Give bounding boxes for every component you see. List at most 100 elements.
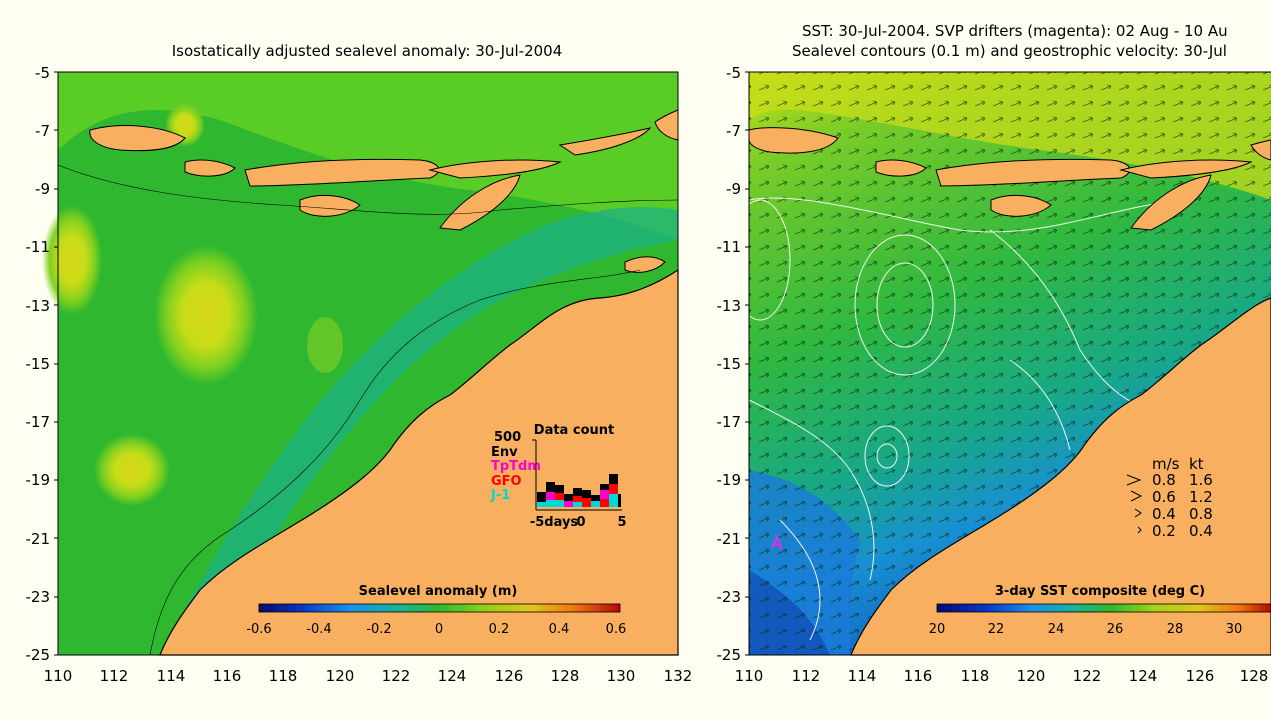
y-tick: -17 xyxy=(717,413,742,431)
x-tick: 124 xyxy=(438,667,467,685)
sla-colorbar-tick: -0.2 xyxy=(366,622,391,637)
right-title-line1: SST: 30-Jul-2004. SVP drifters (magenta)… xyxy=(802,22,1228,40)
y-tick: -5 xyxy=(35,64,50,82)
left-x-axis: 110 112 114 116 118 120 122 124 126 128 … xyxy=(44,667,693,685)
velocity-header-kt: kt xyxy=(1189,455,1204,473)
data-count-x-tick: 5 xyxy=(617,515,626,530)
x-tick: 130 xyxy=(607,667,636,685)
sst-colorbar: 3-day SST composite (deg C) 20 22 24 26 … xyxy=(929,584,1271,637)
left-y-tickmarks xyxy=(54,71,58,656)
left-australia xyxy=(159,268,679,656)
velocity-ms: 0.2 xyxy=(1152,522,1176,540)
x-tick: 114 xyxy=(848,667,877,685)
legend-tptdm: TpTdm xyxy=(491,459,541,474)
right-x-axis: 110 112 114 116 118 120 122 124 126 128 xyxy=(735,667,1269,685)
right-australia xyxy=(850,297,1271,656)
left-ocean-light-band xyxy=(58,72,678,240)
sst-colorbar-tick: 24 xyxy=(1048,622,1065,637)
y-tick: -23 xyxy=(717,588,742,606)
data-count-x-tick: 0 xyxy=(576,515,585,530)
data-count-title: Data count xyxy=(534,423,614,438)
left-title: Isostatically adjusted sealevel anomaly:… xyxy=(172,42,563,60)
x-tick: 132 xyxy=(664,667,693,685)
y-tick: -7 xyxy=(726,122,741,140)
left-y-axis: -5 -7 -9 -11 -13 -15 -17 -19 -21 -23 -25 xyxy=(26,64,51,664)
sla-colorbar-tick: 0.6 xyxy=(606,622,627,637)
velocity-legend: m/s kt 0.8 1.6 0.6 1.2 0.4 0.8 0.2 0.4 xyxy=(1126,455,1213,540)
x-tick: 126 xyxy=(495,667,524,685)
y-tick: -13 xyxy=(717,297,742,315)
sla-colorbar-tick: 0.2 xyxy=(489,622,510,637)
y-tick: -9 xyxy=(726,180,741,198)
x-tick: 110 xyxy=(735,667,764,685)
y-tick: -19 xyxy=(26,471,51,489)
arrow-06-icon xyxy=(1130,490,1143,502)
sla-colorbar-tick: -0.4 xyxy=(306,622,331,637)
y-tick: -21 xyxy=(26,530,51,548)
legend-gfo: GFO xyxy=(491,474,522,489)
sla-colorbar-tick: 0 xyxy=(435,622,443,637)
sst-colorbar-bar xyxy=(936,603,1271,613)
arrow-02-icon xyxy=(1137,526,1142,534)
x-tick: 116 xyxy=(213,667,242,685)
right-y-axis: -5 -7 -9 -11 -13 -15 -17 -19 -21 -23 -25 xyxy=(717,64,742,664)
x-tick: 118 xyxy=(269,667,298,685)
sealevel-contours xyxy=(729,197,1181,641)
x-tick: 126 xyxy=(1186,667,1215,685)
legend-env: Env xyxy=(491,445,518,460)
y-tick: -7 xyxy=(35,122,50,140)
anomaly-high-1 xyxy=(154,245,258,385)
x-tick: 120 xyxy=(1017,667,1046,685)
velocity-header-ms: m/s xyxy=(1152,455,1180,473)
right-y-tickmarks xyxy=(745,71,749,656)
velocity-kt: 1.2 xyxy=(1189,488,1213,506)
x-tick: 118 xyxy=(961,667,990,685)
x-tick: 116 xyxy=(904,667,933,685)
x-tick: 110 xyxy=(44,667,73,685)
left-islands xyxy=(89,109,679,273)
right-islands xyxy=(748,127,1271,231)
arrow-04-icon xyxy=(1134,508,1142,518)
y-tick: -15 xyxy=(717,355,742,373)
x-tick: 112 xyxy=(792,667,821,685)
velocity-kt: 0.4 xyxy=(1189,522,1213,540)
x-tick: 124 xyxy=(1129,667,1158,685)
y-tick: -19 xyxy=(717,471,742,489)
sst-colorbar-tick: 20 xyxy=(929,622,946,637)
arrow-08-icon xyxy=(1126,474,1142,486)
x-tick: 120 xyxy=(326,667,355,685)
velocity-ms: 0.4 xyxy=(1152,505,1176,523)
y-tick: -17 xyxy=(26,413,51,431)
svp-drifter-track xyxy=(771,534,783,551)
x-tick: 112 xyxy=(100,667,129,685)
left-bathy-contour xyxy=(57,164,679,215)
velocity-ms: 0.8 xyxy=(1152,471,1176,489)
sla-colorbar-tick: -0.6 xyxy=(246,622,271,637)
anomaly-high-5 xyxy=(307,317,343,373)
sla-colorbar-bar xyxy=(258,603,621,613)
anomaly-high-3 xyxy=(94,434,170,506)
sla-colorbar: Sealevel anomaly (m) -0.6 -0.4 -0.2 0 0.… xyxy=(246,584,626,637)
x-tick: 128 xyxy=(551,667,580,685)
velocity-kt: 1.6 xyxy=(1189,471,1213,489)
y-tick: -15 xyxy=(26,355,51,373)
sla-colorbar-label: Sealevel anomaly (m) xyxy=(359,584,518,599)
y-tick: -23 xyxy=(26,588,51,606)
data-count-scale: 500 xyxy=(494,430,521,445)
y-tick: -5 xyxy=(726,64,741,82)
y-tick: -21 xyxy=(717,530,742,548)
sst-colorbar-label: 3-day SST composite (deg C) xyxy=(995,584,1205,599)
velocity-ms: 0.6 xyxy=(1152,488,1176,506)
sst-colorbar-tick: 22 xyxy=(988,622,1005,637)
x-tick: 128 xyxy=(1240,667,1269,685)
x-tick: 114 xyxy=(157,667,186,685)
data-count-x-tick: -5days xyxy=(530,515,579,530)
sst-colorbar-tick: 26 xyxy=(1107,622,1124,637)
right-title-line2: Sealevel contours (0.1 m) and geostrophi… xyxy=(792,42,1227,60)
data-count-bars xyxy=(537,474,621,507)
legend-j1: J-1 xyxy=(490,488,510,503)
y-tick: -25 xyxy=(717,646,742,664)
y-tick: -11 xyxy=(717,238,742,256)
x-tick: 122 xyxy=(1073,667,1102,685)
